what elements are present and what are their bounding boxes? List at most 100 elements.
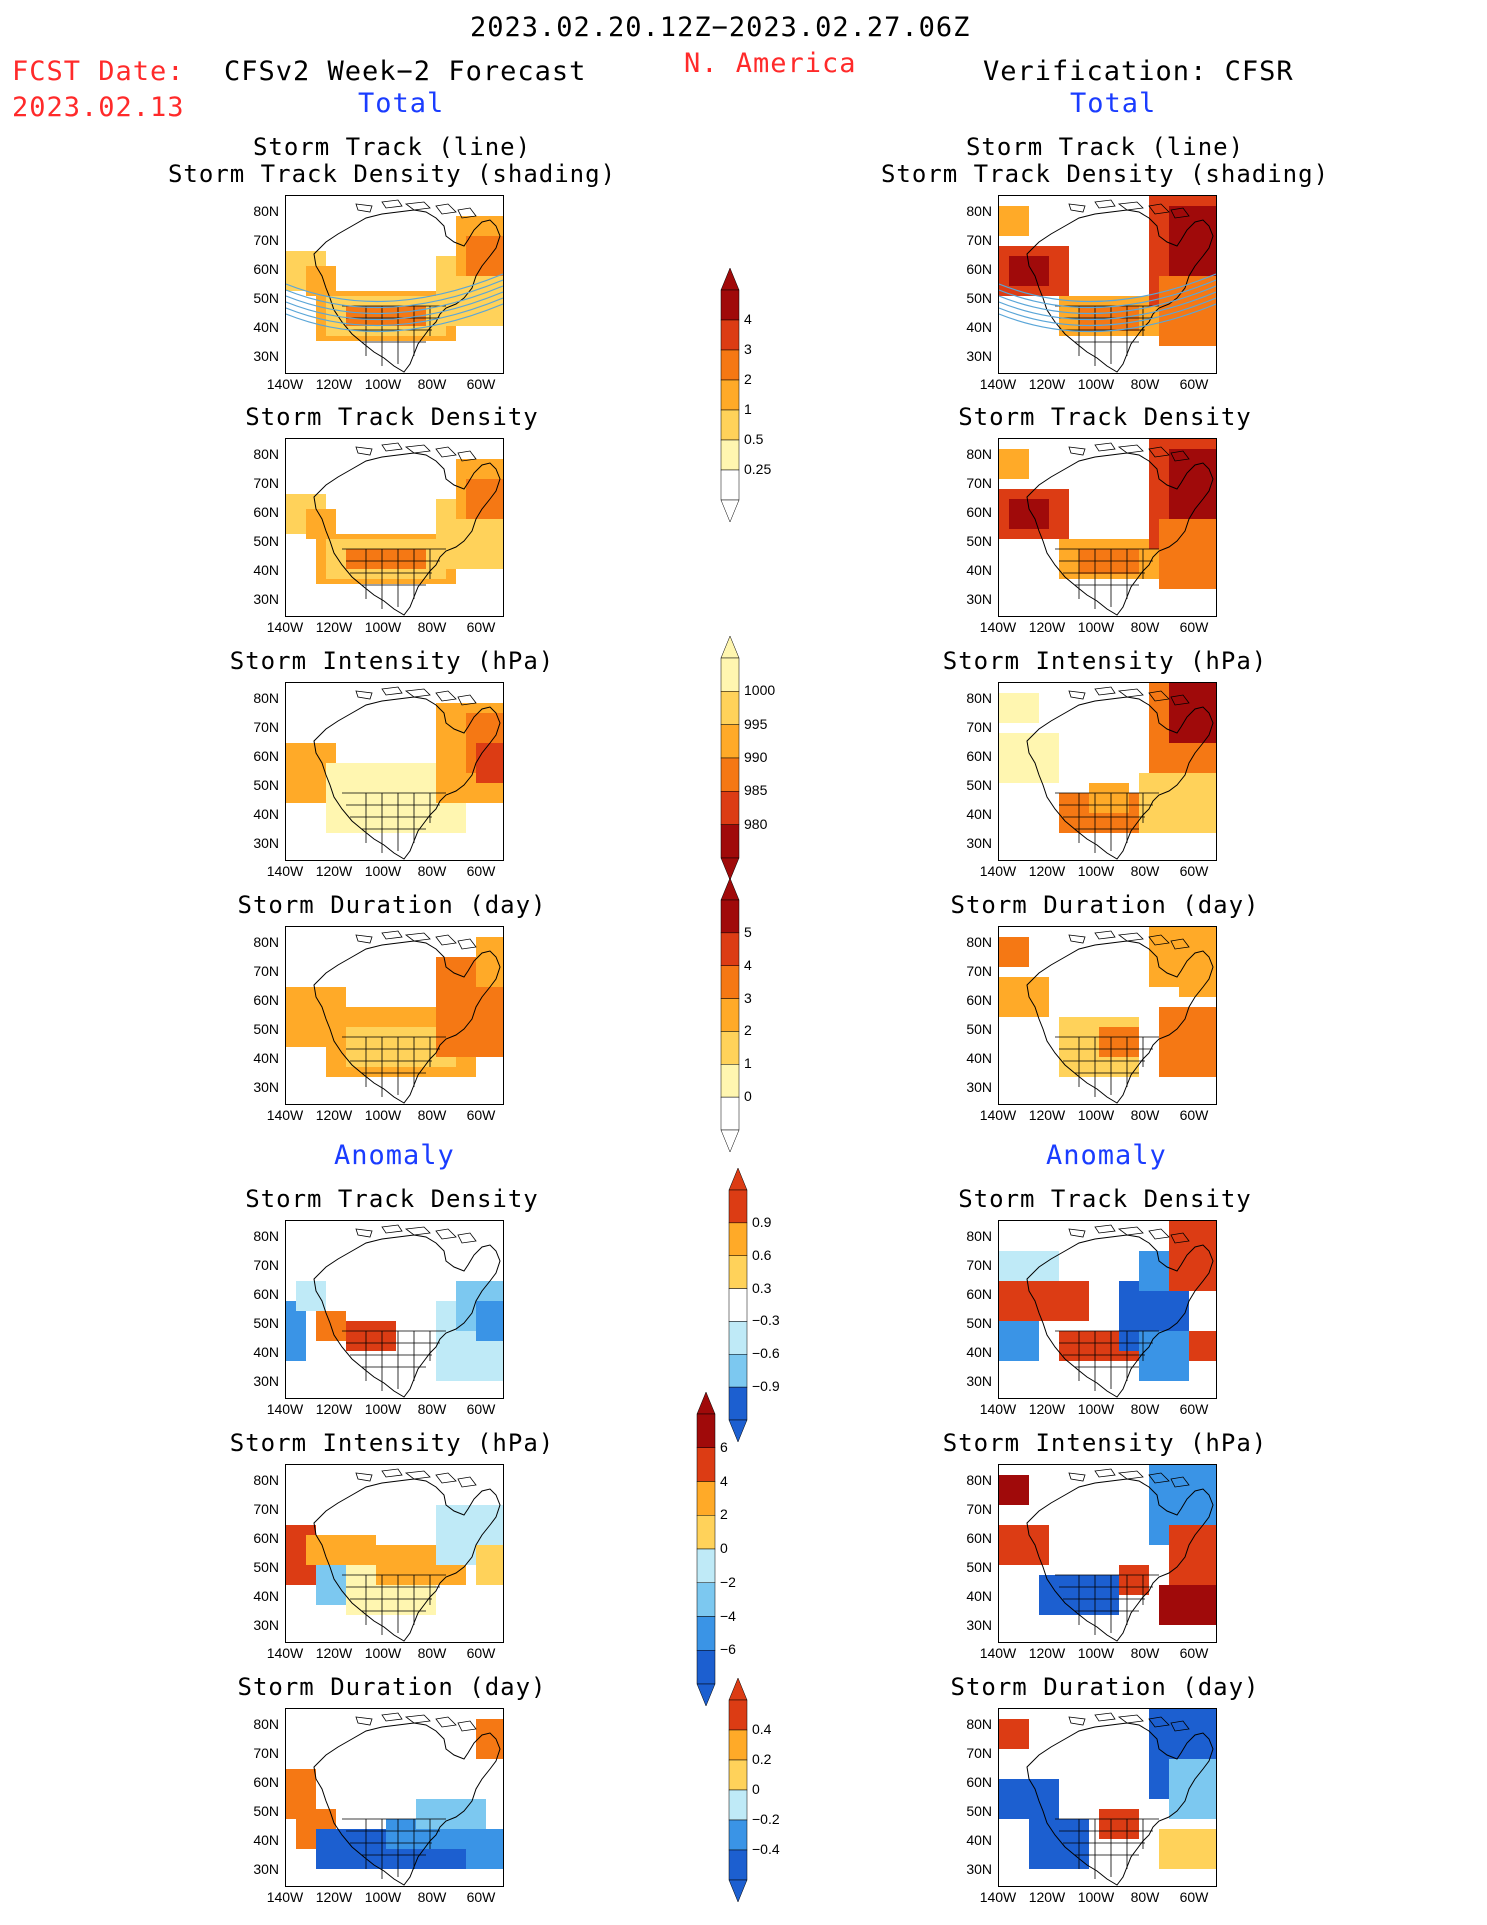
verification-intensity-map-lat-label: 60N bbox=[966, 748, 992, 764]
intensity-colorbar-label: 985 bbox=[744, 782, 768, 799]
verification-density-anomaly-title-line: Storm Track Density bbox=[958, 1185, 1252, 1213]
verification-density-anomaly-map-lat-label: 70N bbox=[966, 1257, 992, 1273]
forecast-duration-title-line: Storm Duration (day) bbox=[237, 891, 547, 919]
verification-duration-map bbox=[998, 926, 1217, 1105]
forecast-track-title: Storm Track (line) Storm Track Density (s… bbox=[162, 134, 622, 188]
verification-intensity-map-lon-label: 60W bbox=[1179, 863, 1209, 879]
fcst-date-value: 2023.02.13 bbox=[12, 92, 185, 123]
verification-track-map-lon-label: 100W bbox=[1077, 376, 1115, 392]
density-colorbar-label: 3 bbox=[744, 341, 752, 357]
verification-duration-anomaly-map-lat-label: 60N bbox=[966, 1774, 992, 1790]
duration-colorbar-swatch bbox=[720, 1031, 740, 1065]
verification-duration-map-lon-label: 140W bbox=[979, 1107, 1017, 1123]
forecast-duration-anomaly-map-lat-label: 60N bbox=[253, 1774, 279, 1790]
duration-colorbar-swatch bbox=[720, 998, 740, 1032]
verification-intensity-map-lon-label: 80W bbox=[1130, 863, 1160, 879]
forecast-intensity-anomaly-map bbox=[285, 1464, 504, 1643]
forecast-title: CFSv2 Week−2 Forecast bbox=[224, 56, 587, 87]
forecast-duration-map-lon-label: 100W bbox=[364, 1107, 402, 1123]
forecast-intensity-map-lat-label: 80N bbox=[253, 690, 279, 706]
verification-duration-map-lat-label: 40N bbox=[966, 1050, 992, 1066]
forecast-density-map bbox=[285, 438, 504, 617]
density-anomaly-colorbar-swatch bbox=[728, 1354, 748, 1388]
verification-track-map-lon-label: 140W bbox=[979, 376, 1017, 392]
verification-duration-anomaly-map-lon-label: 100W bbox=[1077, 1889, 1115, 1905]
verification-density-anomaly-map bbox=[998, 1220, 1217, 1399]
intensity-colorbar-label: 990 bbox=[744, 749, 768, 765]
intensity-anomaly-colorbar-label: −6 bbox=[720, 1641, 736, 1658]
verification-track-map-lat-label: 40N bbox=[966, 319, 992, 335]
verification-duration-anomaly-map-svg bbox=[999, 1709, 1216, 1886]
density-colorbar-label: 2 bbox=[744, 371, 752, 387]
forecast-track-map-lat-label: 30N bbox=[253, 348, 279, 364]
forecast-intensity-map-lat-label: 30N bbox=[253, 835, 279, 851]
forecast-density-map-lon-label: 100W bbox=[364, 619, 402, 635]
forecast-intensity-map-lat-label: 70N bbox=[253, 719, 279, 735]
forecast-density-map-lon-label: 80W bbox=[417, 619, 447, 635]
verification-total-label: Total bbox=[1070, 88, 1157, 119]
forecast-track-map-lat-label: 60N bbox=[253, 261, 279, 277]
verification-density-anomaly-title: Storm Track Density bbox=[875, 1186, 1335, 1213]
verification-intensity-anomaly-map-lon-label: 100W bbox=[1077, 1645, 1115, 1661]
duration-colorbar-label: 2 bbox=[744, 1022, 752, 1039]
duration-colorbar-label: 4 bbox=[744, 956, 752, 973]
duration-anomaly-colorbar-label: 0 bbox=[752, 1781, 760, 1797]
verification-duration-anomaly-map-lat-label: 50N bbox=[966, 1803, 992, 1819]
density-anomaly-colorbar-label: 0.3 bbox=[752, 1279, 772, 1296]
density-anomaly-colorbar-swatch bbox=[728, 1222, 748, 1256]
forecast-track-map-lat-label: 50N bbox=[253, 290, 279, 306]
forecast-density-map-svg bbox=[286, 442, 503, 616]
forecast-duration-anomaly-map-lon-label: 140W bbox=[266, 1889, 304, 1905]
forecast-density-map-lat-label: 70N bbox=[253, 475, 279, 491]
forecast-track-map-svg bbox=[286, 199, 503, 373]
verification-duration-anomaly-map-lat-label: 70N bbox=[966, 1745, 992, 1761]
verification-track-title: Storm Track (line) Storm Track Density (s… bbox=[875, 134, 1335, 188]
forecast-density-anomaly-map-lon-label: 60W bbox=[466, 1401, 496, 1417]
verification-density-map-lat-label: 30N bbox=[966, 591, 992, 607]
verification-density-map-lon-label: 80W bbox=[1130, 619, 1160, 635]
density-colorbar-label: 4 bbox=[744, 311, 752, 327]
intensity-anomaly-colorbar-swatch bbox=[696, 1515, 716, 1550]
density-colorbar-swatch bbox=[720, 319, 740, 351]
intensity-anomaly-colorbar-label: 4 bbox=[720, 1472, 728, 1489]
verification-duration-anomaly-map-lon-label: 140W bbox=[979, 1889, 1017, 1905]
verification-intensity-map bbox=[998, 682, 1217, 861]
duration-anomaly-colorbar-label: −0.4 bbox=[752, 1841, 780, 1857]
verification-intensity-map-lat-label: 50N bbox=[966, 777, 992, 793]
intensity-anomaly-colorbar-swatch bbox=[696, 1650, 716, 1685]
verification-density-anomaly-map-svg bbox=[999, 1221, 1216, 1398]
verification-duration-map-svg bbox=[999, 927, 1216, 1104]
intensity-colorbar-label: 980 bbox=[744, 815, 768, 832]
verification-duration-map-lon-label: 100W bbox=[1077, 1107, 1115, 1123]
verification-intensity-map-lat-label: 40N bbox=[966, 806, 992, 822]
verification-density-anomaly-map-lon-label: 140W bbox=[979, 1401, 1017, 1417]
forecast-density-title-line: Storm Track Density bbox=[245, 403, 539, 431]
forecast-intensity-anomaly-map-lat-label: 30N bbox=[253, 1617, 279, 1633]
verification-intensity-map-lat-label: 30N bbox=[966, 835, 992, 851]
forecast-intensity-map-lon-label: 60W bbox=[466, 863, 496, 879]
verification-intensity-map-lat-label: 70N bbox=[966, 719, 992, 735]
verification-intensity-anomaly-map-lat-label: 40N bbox=[966, 1588, 992, 1604]
verification-density-map-lat-label: 70N bbox=[966, 475, 992, 491]
verification-intensity-anomaly-map-lat-label: 80N bbox=[966, 1472, 992, 1488]
verification-duration-anomaly-map bbox=[998, 1708, 1217, 1887]
forecast-duration-anomaly-map-lat-label: 30N bbox=[253, 1861, 279, 1877]
forecast-duration-map-svg bbox=[286, 930, 503, 1104]
verification-track-map bbox=[998, 195, 1217, 374]
forecast-density-map-lat-label: 40N bbox=[253, 562, 279, 578]
verification-intensity-map-lat-label: 80N bbox=[966, 690, 992, 706]
forecast-intensity-map bbox=[285, 682, 504, 861]
density-colorbar-swatch bbox=[720, 409, 740, 441]
verification-density-anomaly-map-lat-label: 60N bbox=[966, 1286, 992, 1302]
forecast-intensity-anomaly-map-lat-label: 80N bbox=[253, 1472, 279, 1488]
forecast-density-map-lat-label: 30N bbox=[253, 591, 279, 607]
forecast-density-map-lon-label: 140W bbox=[266, 619, 304, 635]
verification-duration-anomaly-map-lon-label: 120W bbox=[1028, 1889, 1066, 1905]
forecast-density-map-lat-label: 60N bbox=[253, 504, 279, 520]
verification-intensity-title: Storm Intensity (hPa) bbox=[875, 648, 1335, 675]
forecast-duration-map-lon-label: 80W bbox=[417, 1107, 447, 1123]
forecast-intensity-anomaly-map-lon-label: 60W bbox=[466, 1645, 496, 1661]
verification-duration-anomaly-map-lat-label: 40N bbox=[966, 1832, 992, 1848]
intensity-colorbar-swatch bbox=[720, 824, 740, 859]
forecast-intensity-map-lon-label: 80W bbox=[417, 863, 447, 879]
